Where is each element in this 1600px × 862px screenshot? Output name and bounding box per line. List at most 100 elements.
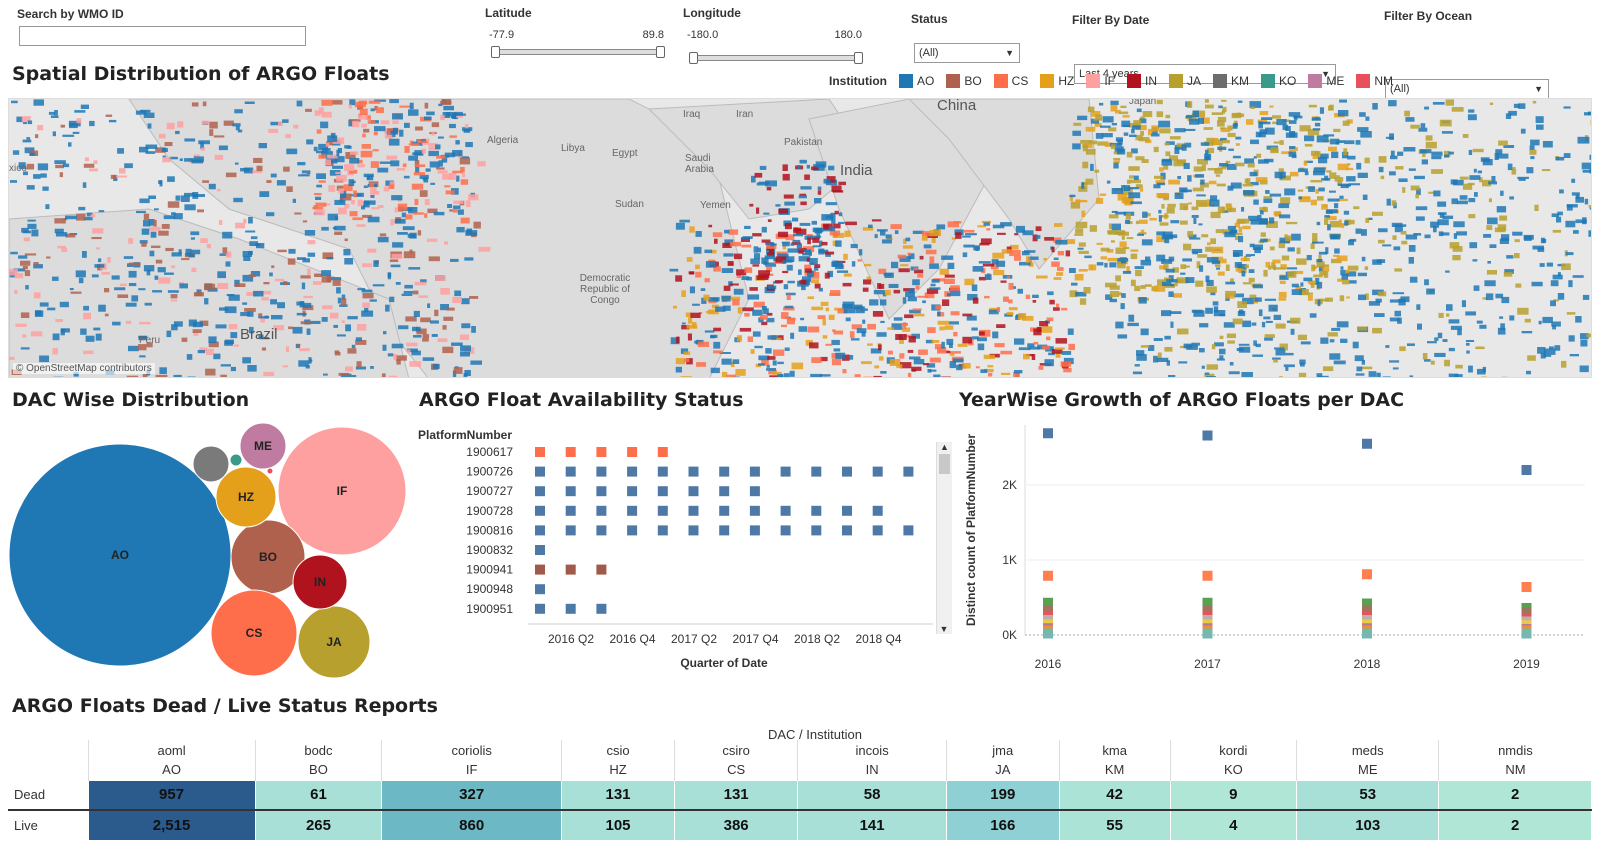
float-point[interactable] [685,312,692,318]
float-point[interactable] [1280,197,1291,205]
float-point[interactable] [1176,143,1187,147]
float-point[interactable] [406,348,418,353]
float-point[interactable] [1075,228,1084,234]
float-point[interactable] [142,374,148,377]
float-point[interactable] [356,361,362,368]
float-point[interactable] [1424,106,1429,110]
float-point[interactable] [1134,285,1141,292]
float-point[interactable] [321,111,332,118]
float-point[interactable] [351,375,357,378]
float-point[interactable] [1032,300,1037,303]
float-point[interactable] [1113,161,1119,169]
float-point[interactable] [1285,367,1289,371]
float-point[interactable] [1327,224,1331,231]
float-point[interactable] [891,323,903,330]
float-point[interactable] [949,351,961,354]
float-point[interactable] [456,227,465,233]
float-point[interactable] [1319,153,1329,159]
float-point[interactable] [1042,345,1050,350]
float-point[interactable] [379,161,392,164]
float-point[interactable] [1153,338,1163,341]
float-point[interactable] [404,122,410,128]
float-point[interactable] [1234,262,1242,268]
float-point[interactable] [449,135,457,138]
float-point[interactable] [1296,258,1307,265]
float-point[interactable] [464,257,474,261]
float-point[interactable] [1141,239,1153,246]
float-point[interactable] [188,253,195,258]
float-point[interactable] [931,340,940,343]
float-point[interactable] [460,179,469,185]
float-point[interactable] [1284,188,1296,196]
float-point[interactable] [143,112,155,118]
float-point[interactable] [1482,297,1488,300]
float-point[interactable] [888,283,899,288]
float-point[interactable] [1259,121,1271,125]
float-point[interactable] [1503,145,1515,148]
float-point[interactable] [782,164,788,171]
float-point[interactable] [389,296,395,303]
float-point[interactable] [1044,237,1054,241]
float-point[interactable] [729,241,742,247]
float-point[interactable] [867,343,873,346]
float-point[interactable] [1527,355,1536,361]
float-point[interactable] [1153,285,1166,292]
float-point[interactable] [1242,183,1253,187]
float-point[interactable] [1416,188,1421,196]
float-point[interactable] [749,287,758,291]
float-point[interactable] [421,148,426,154]
float-point[interactable] [1115,321,1124,329]
float-point[interactable] [362,133,366,138]
float-point[interactable] [452,170,463,174]
float-point[interactable] [947,221,959,228]
float-point[interactable] [1211,112,1224,115]
growth-point[interactable] [1521,607,1532,618]
float-point[interactable] [402,226,415,231]
float-point[interactable] [996,324,1006,328]
float-point[interactable] [344,238,348,242]
float-point[interactable] [143,213,150,221]
float-point[interactable] [1169,311,1182,314]
float-point[interactable] [128,262,141,266]
float-point[interactable] [1307,280,1316,284]
float-point[interactable] [754,172,763,178]
float-point[interactable] [1260,210,1264,215]
float-point[interactable] [454,113,458,120]
float-point[interactable] [782,259,787,264]
float-point[interactable] [833,223,841,229]
float-point[interactable] [1499,215,1508,221]
float-point[interactable] [376,107,384,113]
float-point[interactable] [352,120,360,128]
float-point[interactable] [1193,166,1203,172]
float-point[interactable] [1421,159,1428,165]
float-point[interactable] [1225,294,1235,299]
float-point[interactable] [741,237,751,240]
float-point[interactable] [988,372,993,377]
float-point[interactable] [1183,162,1190,169]
float-point[interactable] [1010,244,1019,250]
longitude-max-handle[interactable] [854,52,863,64]
float-point[interactable] [1214,342,1224,347]
availability-mark[interactable] [719,486,730,497]
float-point[interactable] [370,108,375,112]
float-point[interactable] [971,284,978,292]
float-point[interactable] [1206,286,1217,293]
float-point[interactable] [436,167,445,170]
float-point[interactable] [428,256,440,262]
float-point[interactable] [1159,265,1166,270]
float-point[interactable] [1375,298,1382,303]
float-point[interactable] [1382,376,1391,378]
float-point[interactable] [191,102,199,107]
float-point[interactable] [1538,320,1542,325]
float-point[interactable] [1524,235,1532,241]
float-point[interactable] [1123,185,1131,191]
float-point[interactable] [138,335,148,339]
float-point[interactable] [250,236,258,240]
float-point[interactable] [1135,184,1143,188]
float-point[interactable] [372,284,385,287]
float-point[interactable] [983,222,990,226]
float-point[interactable] [874,234,878,239]
float-point[interactable] [767,252,774,257]
float-point[interactable] [1334,203,1339,209]
float-point[interactable] [1561,263,1571,271]
